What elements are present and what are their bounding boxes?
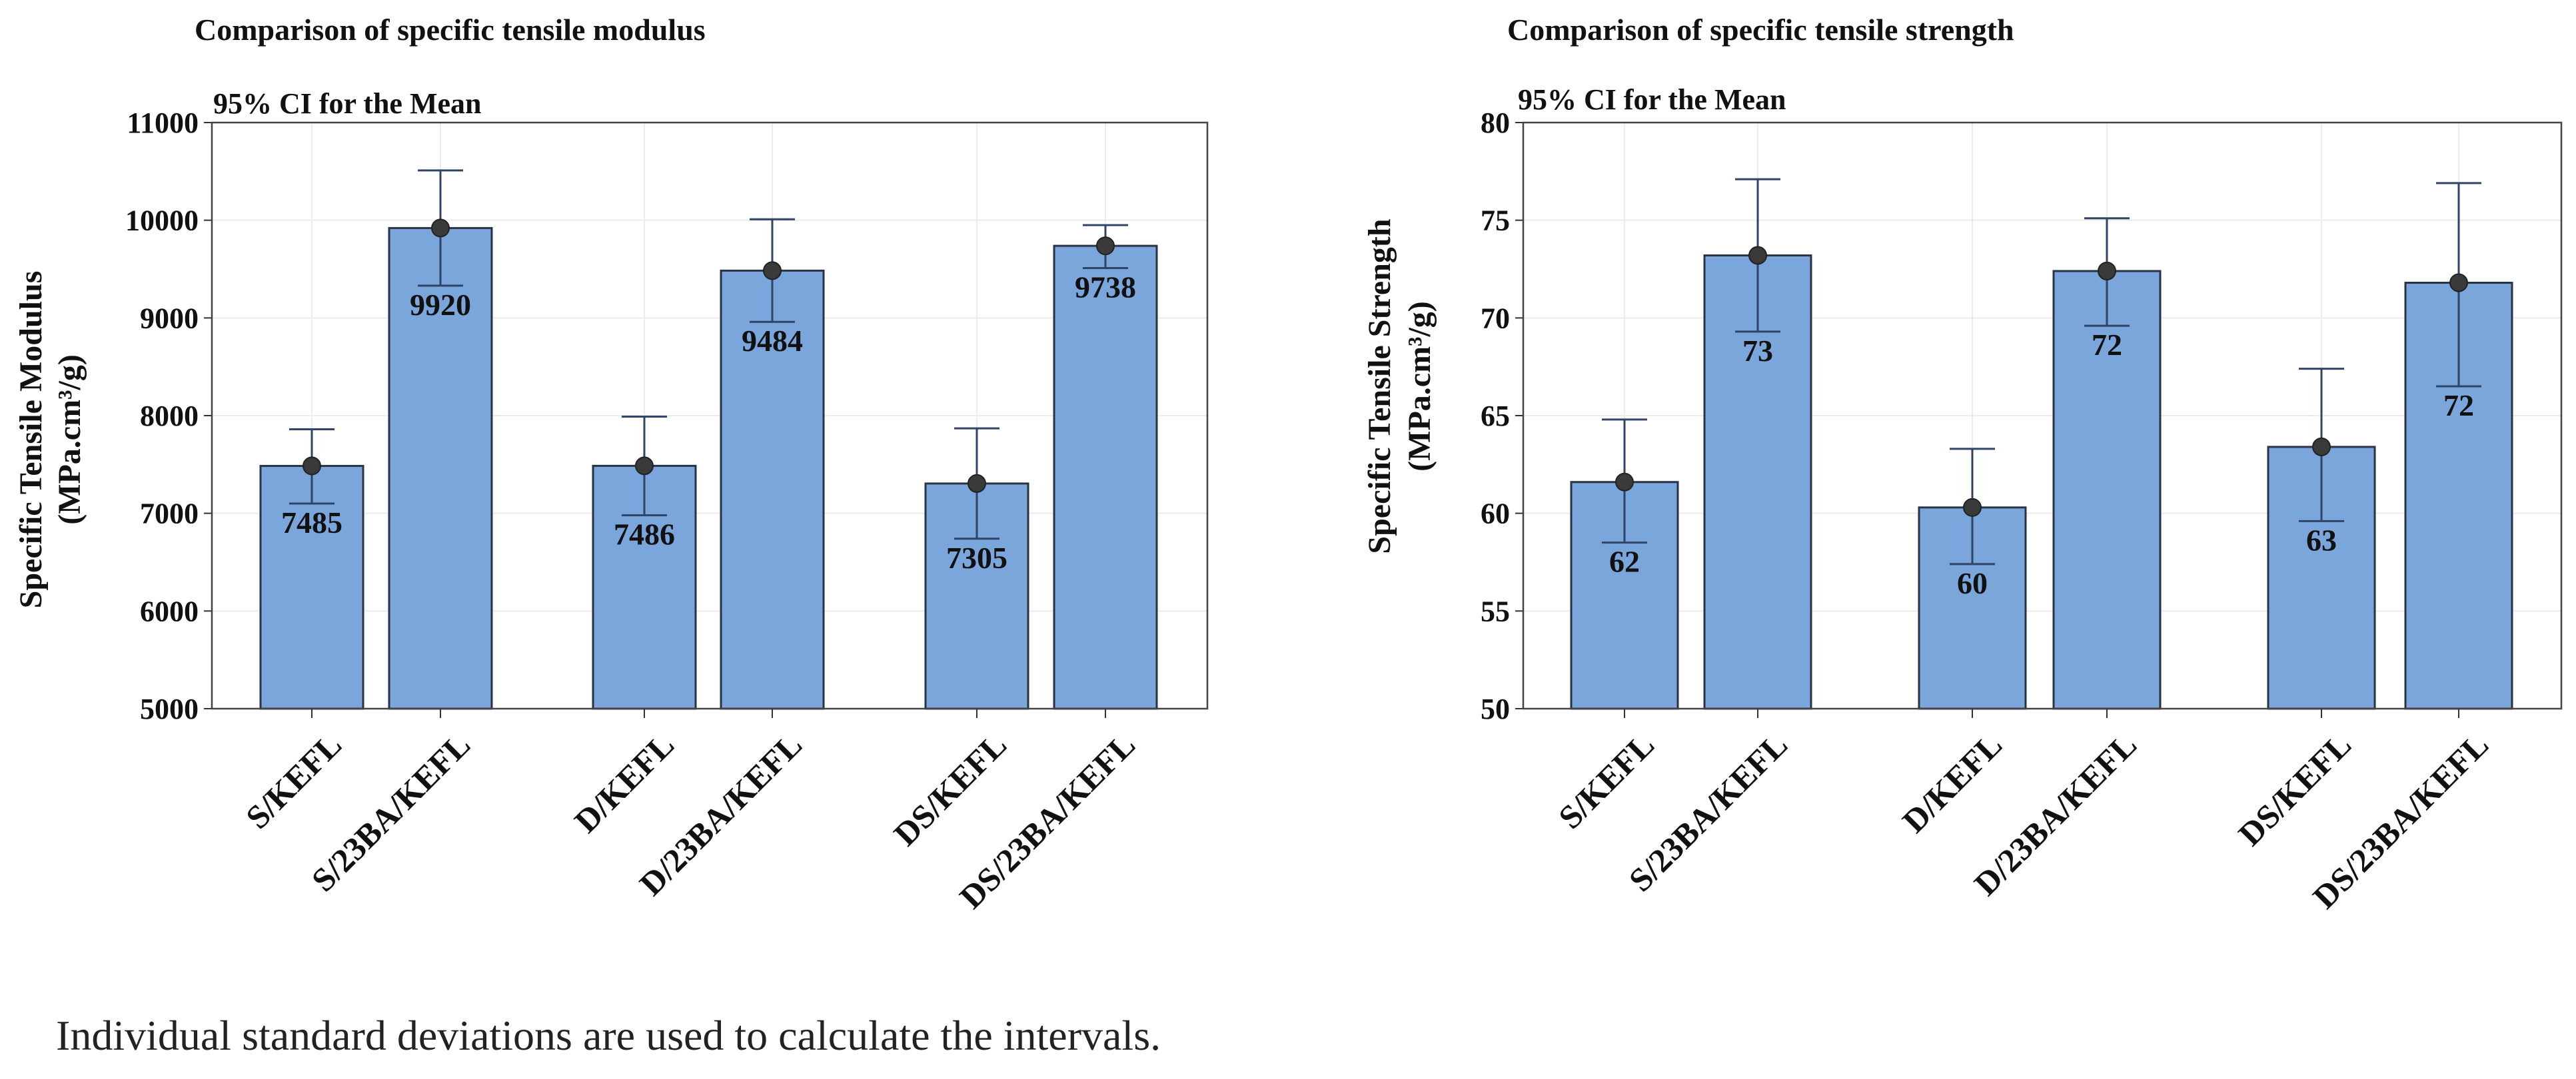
bar bbox=[259, 465, 364, 710]
mean-point bbox=[967, 474, 986, 493]
y-tick-label: 8000 bbox=[140, 400, 199, 432]
y-axis-label-line-1: Specific Tensile Modulus bbox=[13, 271, 49, 609]
data-label: 62 bbox=[1609, 545, 1640, 579]
x-tick-label: S/KEFL bbox=[1551, 726, 1661, 836]
bars: 7485 9920 7486 9484 7305 9738 bbox=[259, 169, 1158, 710]
y-axis-label: Specific Tensile Modulus (MPa.cm³/g) bbox=[13, 271, 87, 609]
chart-title: Comparison of specific tensile strength bbox=[1507, 13, 2014, 47]
data-label: 63 bbox=[2306, 523, 2337, 557]
mean-point bbox=[2312, 437, 2331, 456]
y-axis-label: Specific Tensile Strength (MPa.cm³/g) bbox=[1362, 218, 1437, 553]
mean-point bbox=[1963, 498, 1982, 517]
y-tick-label: 7000 bbox=[140, 498, 199, 530]
mean-point bbox=[635, 456, 654, 476]
footer-note: Individual standard deviations are used … bbox=[56, 1012, 1161, 1059]
mean-point bbox=[2098, 261, 2116, 280]
y-axis-label-line-2: (MPa.cm³/g) bbox=[52, 354, 87, 525]
x-tick-label: DS/KEFL bbox=[886, 726, 1013, 853]
y-tick-label: 11000 bbox=[127, 107, 199, 139]
y-tick-label: 50 bbox=[1481, 693, 1510, 725]
x-tick-label: D/KEFL bbox=[567, 726, 681, 840]
data-label: 7485 bbox=[281, 506, 342, 540]
chart-title: Comparison of specific tensile modulus bbox=[195, 13, 706, 47]
x-tick-label: S/KEFL bbox=[239, 726, 348, 836]
y-tick-label: 80 bbox=[1481, 107, 1510, 139]
data-label: 7305 bbox=[946, 541, 1007, 575]
mean-point bbox=[763, 261, 782, 280]
data-label: 9484 bbox=[742, 324, 803, 358]
y-axis-label-line-2: (MPa.cm³/g) bbox=[1402, 301, 1437, 472]
mean-point bbox=[1748, 246, 1767, 265]
y-axis-ticks: 5000 6000 7000 8000 9000 10000 11000 bbox=[125, 107, 212, 725]
data-label: 73 bbox=[1742, 334, 1773, 368]
y-tick-label: 5000 bbox=[140, 693, 199, 725]
mean-point bbox=[1096, 236, 1115, 256]
y-tick-label: 10000 bbox=[125, 204, 199, 237]
y-tick-label: 6000 bbox=[140, 595, 199, 627]
bars: 62 73 60 72 63 72 bbox=[1570, 178, 2513, 710]
chart-1: Comparison of specific tensile modulus 95… bbox=[13, 13, 1209, 916]
chart-2: Comparison of specific tensile strength 9… bbox=[1362, 13, 2563, 916]
bar bbox=[1053, 244, 1158, 710]
chart-subtitle: 95% CI for the Mean bbox=[1518, 83, 1786, 116]
mean-point bbox=[431, 218, 450, 238]
y-axis-ticks: 50 55 60 65 70 75 80 bbox=[1481, 107, 1523, 725]
mean-point bbox=[2449, 273, 2468, 292]
chart-subtitle: 95% CI for the Mean bbox=[213, 87, 481, 120]
y-tick-label: 9000 bbox=[140, 302, 199, 334]
mean-point bbox=[1615, 472, 1634, 492]
data-label: 9920 bbox=[410, 288, 471, 322]
data-label: 72 bbox=[2092, 328, 2122, 362]
plot-frame bbox=[211, 121, 1209, 710]
y-tick-label: 70 bbox=[1481, 302, 1510, 334]
data-label: 7486 bbox=[614, 518, 675, 551]
y-tick-label: 60 bbox=[1481, 498, 1510, 530]
x-tick-label: DS/KEFL bbox=[2231, 726, 2358, 853]
charts-canvas: Comparison of specific tensile modulus 95… bbox=[13, 13, 2563, 916]
y-tick-label: 75 bbox=[1481, 204, 1510, 237]
data-label: 9738 bbox=[1075, 270, 1136, 304]
data-label: 60 bbox=[1957, 566, 1988, 600]
y-axis-label-line-1: Specific Tensile Strength bbox=[1362, 218, 1397, 553]
mean-point bbox=[303, 456, 321, 476]
bar bbox=[388, 226, 493, 710]
bar bbox=[2052, 270, 2162, 710]
data-label: 72 bbox=[2443, 388, 2474, 422]
y-tick-label: 55 bbox=[1481, 595, 1510, 627]
x-tick-label: D/KEFL bbox=[1895, 726, 2009, 840]
plot-frame bbox=[1522, 121, 2563, 710]
y-tick-label: 65 bbox=[1481, 400, 1510, 432]
